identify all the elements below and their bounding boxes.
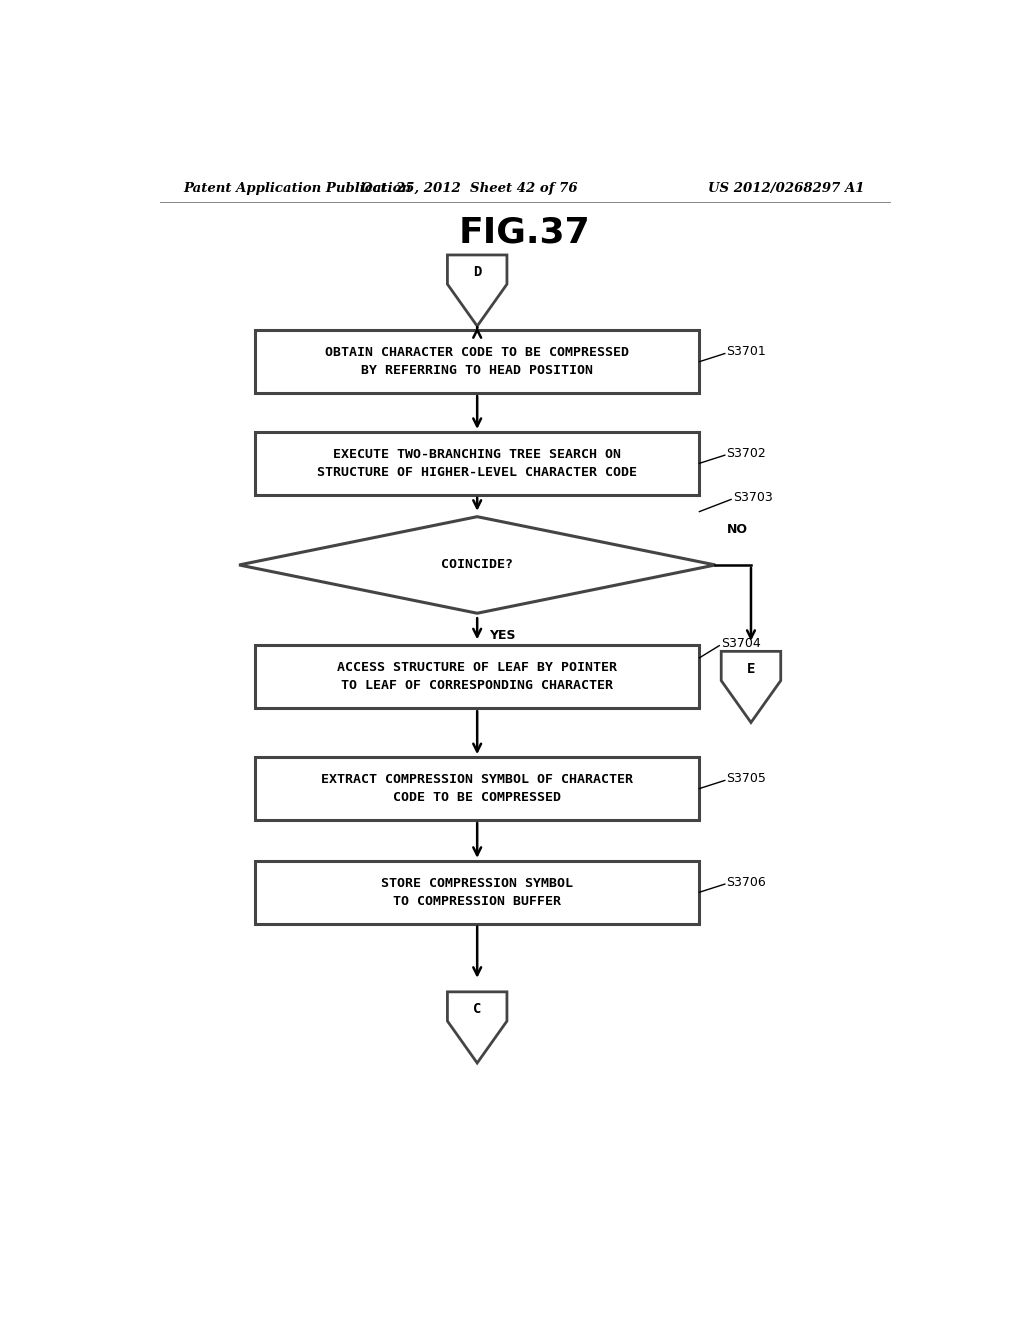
Polygon shape	[447, 991, 507, 1063]
FancyBboxPatch shape	[255, 330, 699, 393]
Text: S3706: S3706	[726, 875, 766, 888]
Text: Oct. 25, 2012  Sheet 42 of 76: Oct. 25, 2012 Sheet 42 of 76	[360, 182, 578, 195]
Text: EXECUTE TWO-BRANCHING TREE SEARCH ON
STRUCTURE OF HIGHER-LEVEL CHARACTER CODE: EXECUTE TWO-BRANCHING TREE SEARCH ON STR…	[317, 447, 637, 479]
Text: S3701: S3701	[726, 345, 766, 358]
Text: S3702: S3702	[726, 446, 766, 459]
FancyBboxPatch shape	[255, 758, 699, 820]
Text: NO: NO	[727, 523, 749, 536]
Text: D: D	[473, 265, 481, 280]
Polygon shape	[447, 255, 507, 326]
Text: STORE COMPRESSION SYMBOL
TO COMPRESSION BUFFER: STORE COMPRESSION SYMBOL TO COMPRESSION …	[381, 876, 573, 908]
Text: S3705: S3705	[726, 772, 766, 785]
Text: YES: YES	[489, 630, 516, 642]
Text: ACCESS STRUCTURE OF LEAF BY POINTER
TO LEAF OF CORRESPONDING CHARACTER: ACCESS STRUCTURE OF LEAF BY POINTER TO L…	[337, 661, 617, 692]
FancyBboxPatch shape	[255, 432, 699, 495]
Text: Patent Application Publication: Patent Application Publication	[183, 182, 412, 195]
Text: OBTAIN CHARACTER CODE TO BE COMPRESSED
BY REFERRING TO HEAD POSITION: OBTAIN CHARACTER CODE TO BE COMPRESSED B…	[326, 346, 629, 378]
Text: S3704: S3704	[721, 638, 761, 651]
Text: E: E	[746, 661, 755, 676]
Polygon shape	[721, 651, 780, 722]
Text: C: C	[473, 1002, 481, 1016]
Text: FIG.37: FIG.37	[459, 215, 591, 249]
Text: S3703: S3703	[733, 491, 772, 504]
Text: US 2012/0268297 A1: US 2012/0268297 A1	[709, 182, 865, 195]
Polygon shape	[240, 516, 715, 614]
Text: EXTRACT COMPRESSION SYMBOL OF CHARACTER
CODE TO BE COMPRESSED: EXTRACT COMPRESSION SYMBOL OF CHARACTER …	[322, 774, 633, 804]
Text: COINCIDE?: COINCIDE?	[441, 558, 513, 572]
FancyBboxPatch shape	[255, 645, 699, 709]
FancyBboxPatch shape	[255, 861, 699, 924]
